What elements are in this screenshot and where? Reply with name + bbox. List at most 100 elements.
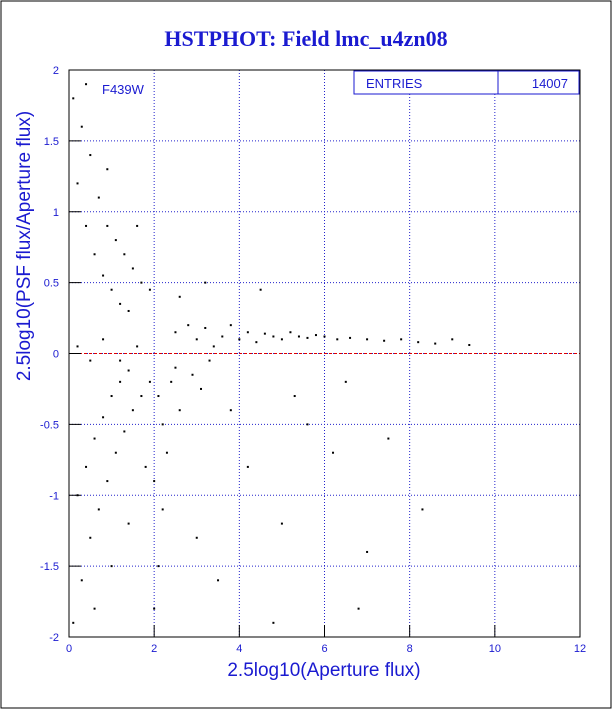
annotation: F439W bbox=[102, 82, 145, 97]
point bbox=[246, 465, 249, 468]
point bbox=[110, 288, 113, 291]
point bbox=[114, 451, 117, 454]
point bbox=[332, 451, 335, 454]
point bbox=[148, 288, 151, 291]
point bbox=[157, 395, 160, 398]
point bbox=[212, 345, 215, 348]
point bbox=[93, 607, 96, 610]
point bbox=[93, 437, 96, 440]
point bbox=[336, 338, 339, 341]
point bbox=[102, 338, 105, 341]
point bbox=[89, 536, 92, 539]
point bbox=[97, 508, 100, 511]
point bbox=[246, 331, 249, 334]
point bbox=[383, 339, 386, 342]
chart-title: HSTPHOT: Field lmc_u4zn08 bbox=[164, 26, 447, 51]
x-tick-label: 2 bbox=[151, 643, 157, 655]
point bbox=[123, 253, 126, 256]
point bbox=[89, 154, 92, 157]
point bbox=[85, 224, 88, 227]
point bbox=[140, 281, 143, 284]
x-tick-label: 4 bbox=[236, 643, 242, 655]
point bbox=[119, 302, 122, 305]
stats-value: 14007 bbox=[532, 76, 568, 91]
y-axis-label: 2.5log10(PSF flux/Aperture flux) bbox=[14, 111, 35, 381]
y-tick-label: -1 bbox=[49, 490, 59, 502]
point bbox=[387, 437, 390, 440]
y-tick-label: 1 bbox=[53, 207, 59, 219]
point bbox=[297, 335, 300, 338]
point bbox=[306, 423, 309, 426]
point bbox=[110, 565, 113, 568]
point bbox=[153, 480, 156, 483]
x-tick-label: 0 bbox=[66, 643, 72, 655]
point bbox=[93, 253, 96, 256]
point bbox=[217, 579, 220, 582]
point bbox=[293, 395, 296, 398]
x-tick-label: 12 bbox=[574, 643, 586, 655]
point bbox=[349, 336, 352, 339]
point bbox=[85, 83, 88, 86]
point bbox=[191, 373, 194, 376]
x-tick-label: 10 bbox=[489, 643, 501, 655]
point bbox=[127, 369, 130, 372]
point bbox=[451, 338, 454, 341]
point bbox=[89, 359, 92, 362]
point bbox=[208, 359, 211, 362]
point bbox=[229, 324, 232, 327]
stats-box bbox=[353, 70, 580, 95]
y-tick-label: 2 bbox=[53, 65, 59, 77]
point bbox=[314, 334, 317, 337]
point bbox=[106, 480, 109, 483]
point bbox=[221, 335, 224, 338]
point bbox=[272, 335, 275, 338]
point bbox=[174, 331, 177, 334]
point bbox=[229, 409, 232, 412]
y-tick-label: -1.5 bbox=[40, 561, 59, 573]
point bbox=[357, 607, 360, 610]
point bbox=[106, 224, 109, 227]
point bbox=[170, 380, 173, 383]
point bbox=[323, 335, 326, 338]
point bbox=[123, 430, 126, 433]
point bbox=[344, 380, 347, 383]
point bbox=[195, 338, 198, 341]
point bbox=[85, 465, 88, 468]
y-tick-label: 1.5 bbox=[44, 136, 59, 148]
point bbox=[280, 338, 283, 341]
point bbox=[131, 409, 134, 412]
point bbox=[272, 621, 275, 624]
point bbox=[366, 338, 369, 341]
point bbox=[97, 196, 100, 199]
point bbox=[289, 331, 292, 334]
x-tick-label: 6 bbox=[321, 643, 327, 655]
point bbox=[140, 395, 143, 398]
point bbox=[238, 338, 241, 341]
y-tick-label: 0 bbox=[53, 349, 59, 361]
point bbox=[204, 326, 207, 329]
point bbox=[136, 345, 139, 348]
x-tick-label: 8 bbox=[407, 643, 413, 655]
point bbox=[366, 550, 369, 553]
point bbox=[76, 345, 79, 348]
point bbox=[165, 451, 168, 454]
point bbox=[468, 343, 471, 346]
point bbox=[136, 224, 139, 227]
point bbox=[144, 465, 147, 468]
stats-label: ENTRIES bbox=[366, 76, 423, 91]
point bbox=[187, 324, 190, 327]
y-tick-label: 0.5 bbox=[44, 278, 59, 290]
point bbox=[127, 522, 130, 525]
point bbox=[106, 168, 109, 171]
point bbox=[204, 281, 207, 284]
point bbox=[72, 621, 75, 624]
point bbox=[119, 359, 122, 362]
point bbox=[161, 423, 164, 426]
point bbox=[161, 508, 164, 511]
point bbox=[200, 387, 203, 390]
y-tick-label: -2 bbox=[49, 632, 59, 644]
point bbox=[421, 508, 424, 511]
point bbox=[131, 267, 134, 270]
